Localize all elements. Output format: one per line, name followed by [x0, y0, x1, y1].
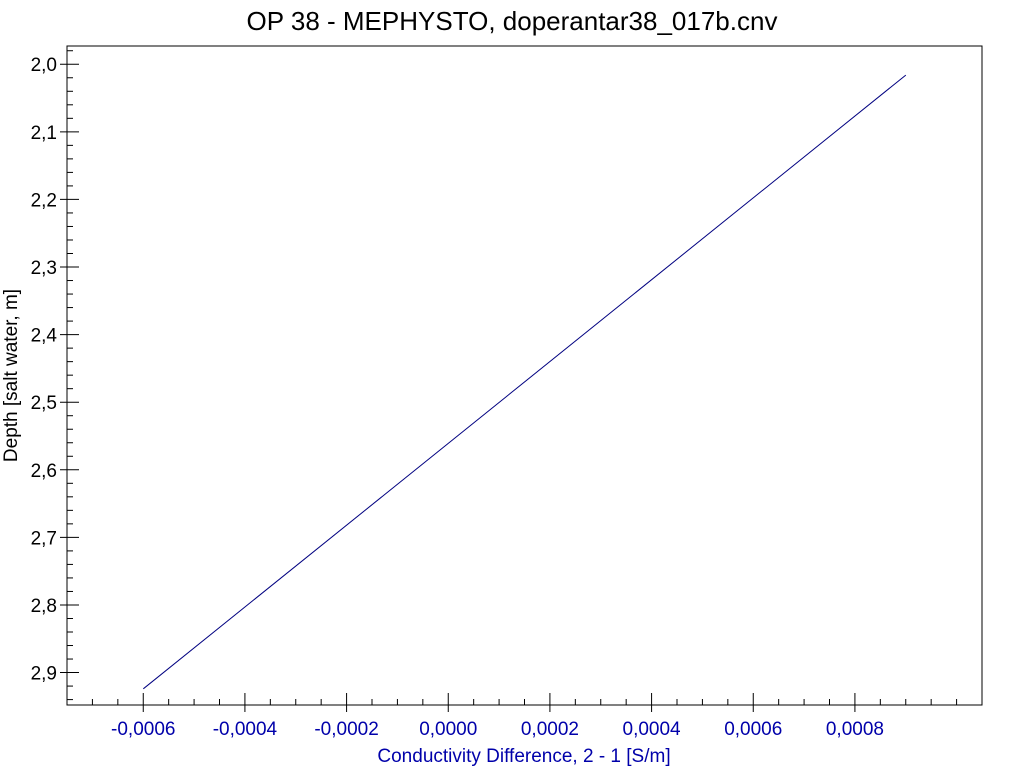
chart-title: OP 38 - MEPHYSTO, doperantar38_017b.cnv	[247, 6, 778, 36]
y-tick-label: 2,2	[31, 190, 57, 211]
x-tick-label: 0,0006	[724, 719, 782, 740]
y-axis: 2,0 2,1 2,2 2,3 2,4 2,5 2,6 2,7 2,8 2,9	[31, 50, 79, 701]
series-line	[142, 74, 907, 690]
x-tick-label: -0,0004	[213, 719, 278, 740]
x-axis-label: Conductivity Difference, 2 - 1 [S/m]	[377, 746, 670, 767]
x-tick-label: 0,0008	[826, 719, 884, 740]
y-tick-label: 2,4	[31, 326, 58, 347]
y-tick-label: 2,8	[31, 596, 57, 617]
series-layer	[142, 74, 907, 690]
y-tick-label: 2,3	[31, 258, 57, 279]
y-tick-label: 2,6	[31, 461, 57, 482]
x-tick-label: -0,0002	[314, 719, 378, 740]
y-tick-label: 2,9	[31, 664, 57, 685]
x-tick-label: 0,0004	[623, 719, 682, 740]
y-tick-label: 2,0	[31, 55, 57, 76]
x-tick-label: -0,0006	[111, 719, 175, 740]
x-tick-label: 0,0002	[521, 719, 579, 740]
plot-frame	[66, 45, 983, 706]
x-axis: -0,0006 -0,0004 -0,0002 0,0000 0,0002 0,0004 0…	[66, 693, 983, 740]
x-tick-label: 0,0000	[419, 719, 477, 740]
y-axis-label: Depth [salt water, m]	[1, 289, 22, 462]
y-tick-label: 2,7	[31, 528, 57, 549]
y-tick-label: 2,5	[31, 393, 57, 414]
y-tick-label: 2,1	[31, 123, 57, 144]
